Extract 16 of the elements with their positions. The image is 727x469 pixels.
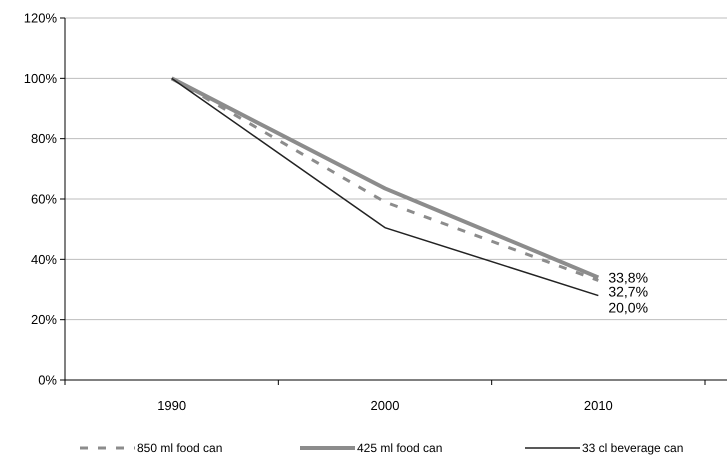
legend-label: 33 cl beverage can <box>582 441 684 456</box>
x-tick-label: 2010 <box>584 398 613 413</box>
annotation: 33,8% <box>608 269 648 286</box>
legend-label: 850 ml food can <box>137 441 222 456</box>
y-tick-label: 40% <box>30 252 58 267</box>
annotation: 32,7% <box>608 283 648 300</box>
legend-label: 425 ml food can <box>357 441 442 456</box>
x-tick-label: 1990 <box>157 398 186 413</box>
y-tick-label: 100% <box>24 70 58 86</box>
y-tick-label: 20% <box>30 312 58 328</box>
y-tick-label: 60% <box>30 192 58 207</box>
annotation: 20,0% <box>608 299 648 316</box>
y-tick-label: 80% <box>30 131 58 146</box>
x-tick-label: 2000 <box>370 398 400 413</box>
y-tick-label: 120% <box>24 10 58 26</box>
y-tick-label: 0% <box>38 372 58 388</box>
